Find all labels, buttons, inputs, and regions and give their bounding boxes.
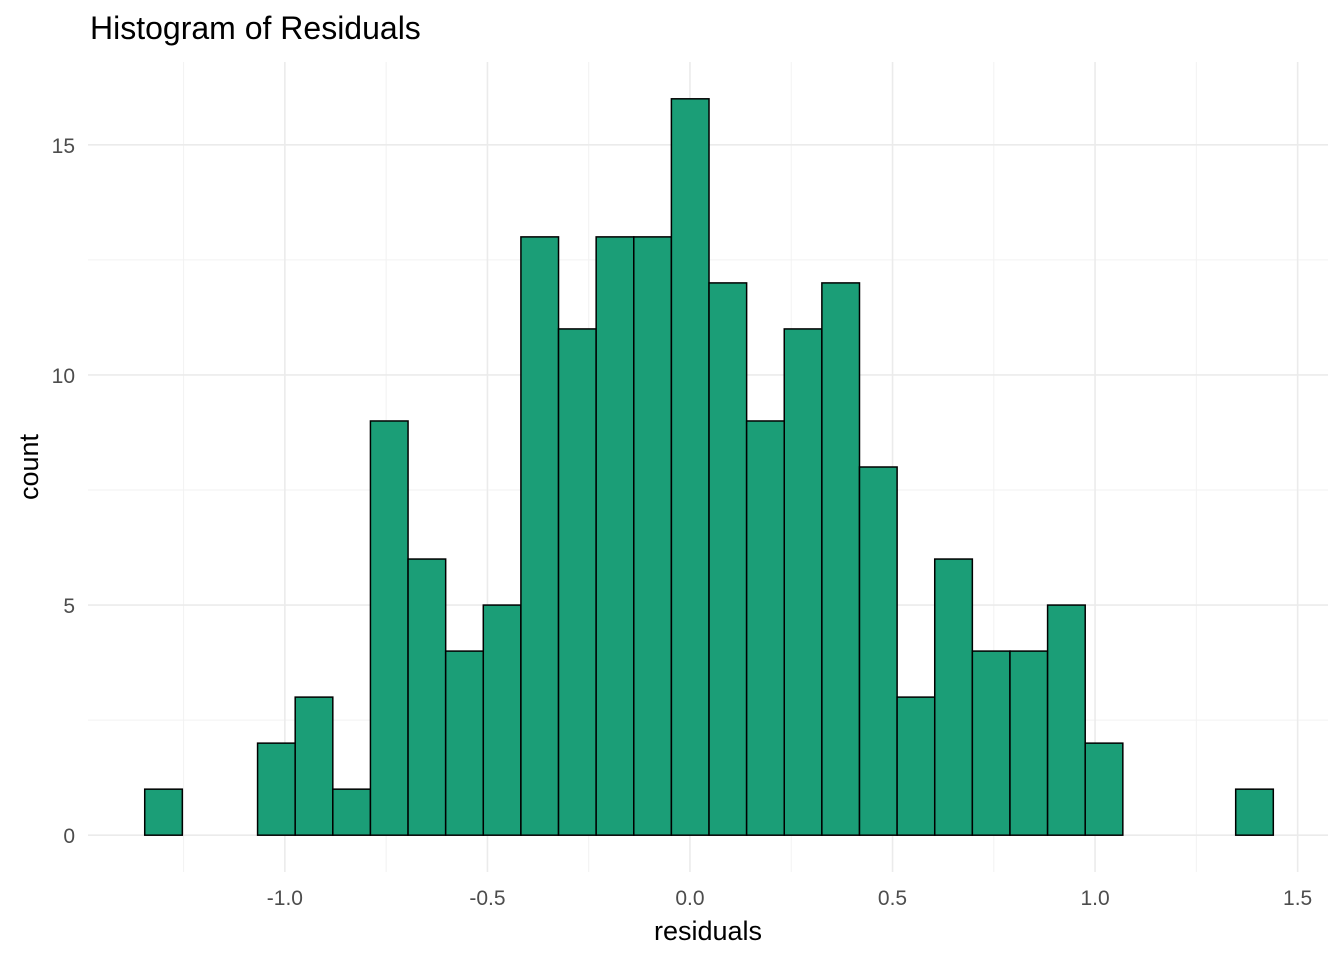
histogram-bar	[294, 696, 334, 836]
histogram-bar	[520, 236, 560, 836]
x-tick-label: -0.5	[469, 887, 505, 910]
histogram-bar	[708, 282, 748, 836]
histogram-bar	[143, 788, 184, 836]
histogram-bar	[670, 98, 710, 836]
histogram-bar	[858, 466, 898, 836]
y-tick-label: 0	[63, 825, 75, 848]
histogram-bar	[971, 650, 1011, 836]
histogram-bar	[407, 558, 447, 836]
histogram-bar	[896, 696, 936, 836]
histogram-bar	[595, 236, 635, 836]
y-tick-label: 5	[63, 595, 75, 618]
histogram-bar	[633, 236, 673, 836]
histogram-bar	[332, 788, 372, 836]
x-tick-label: 0.0	[675, 887, 704, 910]
y-tick-label: 15	[52, 135, 75, 158]
x-tick-label: 1.5	[1283, 887, 1312, 910]
histogram-bar	[745, 420, 786, 836]
x-tick-label: -1.0	[267, 887, 303, 910]
bars	[143, 98, 1275, 836]
histogram-bar	[783, 328, 823, 836]
histogram-bar	[1234, 788, 1275, 836]
histogram-bar	[482, 604, 522, 836]
x-tick-label: 0.5	[878, 887, 907, 910]
histogram-bar	[256, 742, 296, 836]
tick-labels: -1.0 -0.5 0.0 0.5 1.0 1.5 0 5 10 15	[52, 135, 1313, 910]
y-tick-label: 10	[52, 365, 75, 388]
histogram-bar	[557, 328, 597, 836]
histogram-bar	[933, 558, 974, 836]
x-tick-label: 1.0	[1080, 887, 1109, 910]
chart-title: Histogram of Residuals	[90, 10, 421, 46]
x-axis-label: residuals	[654, 916, 762, 946]
histogram-bar	[1084, 742, 1124, 836]
histogram-bar	[444, 650, 485, 836]
histogram-bar	[369, 420, 409, 836]
histogram-bar	[1046, 604, 1086, 836]
histogram-bar	[821, 282, 861, 836]
y-axis-label: count	[14, 433, 44, 500]
histogram-bar	[1009, 650, 1049, 836]
